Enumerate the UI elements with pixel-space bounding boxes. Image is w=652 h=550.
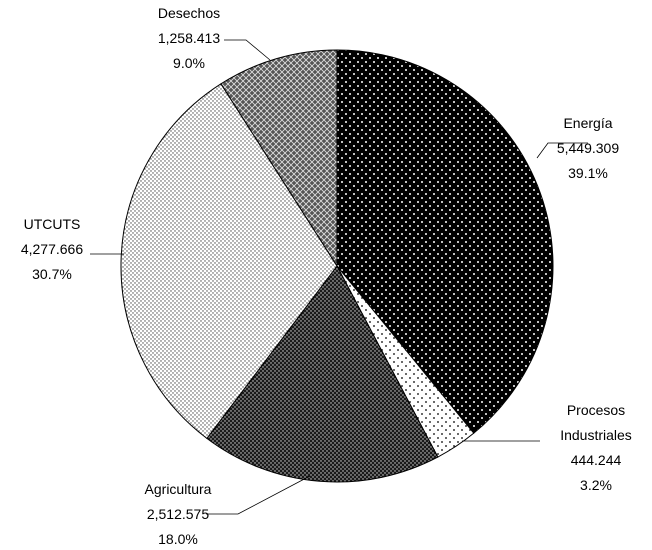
pie-slice-desechos	[220, 49, 338, 268]
slice-label-value: 4,277.666	[21, 241, 83, 257]
slice-label-percent: 9.0%	[173, 55, 205, 71]
slice-label-percent: 3.2%	[580, 477, 612, 493]
slice-label-name: Agricultura	[145, 481, 212, 497]
pie-slice-utcuts	[120, 83, 338, 440]
slice-label-percent: 30.7%	[32, 266, 72, 282]
slice-labels: Energía 5,449.309 39.1% Procesos Industriale…	[21, 5, 632, 547]
slice-label-name: UTCUTS	[24, 216, 81, 232]
slice-label-percent: 18.0%	[158, 531, 198, 547]
slice-label-name: Industriales	[560, 427, 632, 443]
leader-lines	[90, 39, 588, 515]
pie-slices	[120, 49, 554, 483]
slice-label-name: Procesos	[567, 402, 625, 418]
slice-label-name: Desechos	[158, 5, 220, 21]
slice-label-value: 5,449.309	[557, 140, 619, 156]
slice-label-name: Energía	[563, 115, 612, 131]
slice-label-value: 2,512.575	[147, 506, 209, 522]
slice-label-percent: 39.1%	[568, 165, 608, 181]
leader-line	[536, 142, 588, 159]
slice-label-value: 444.244	[571, 452, 622, 468]
leader-line	[224, 39, 271, 61]
leader-line	[206, 475, 311, 515]
pie-slice-energ-a	[336, 49, 554, 434]
slice-label-value: 1,258.413	[158, 30, 220, 46]
pie-slice-agricultura	[206, 265, 439, 483]
